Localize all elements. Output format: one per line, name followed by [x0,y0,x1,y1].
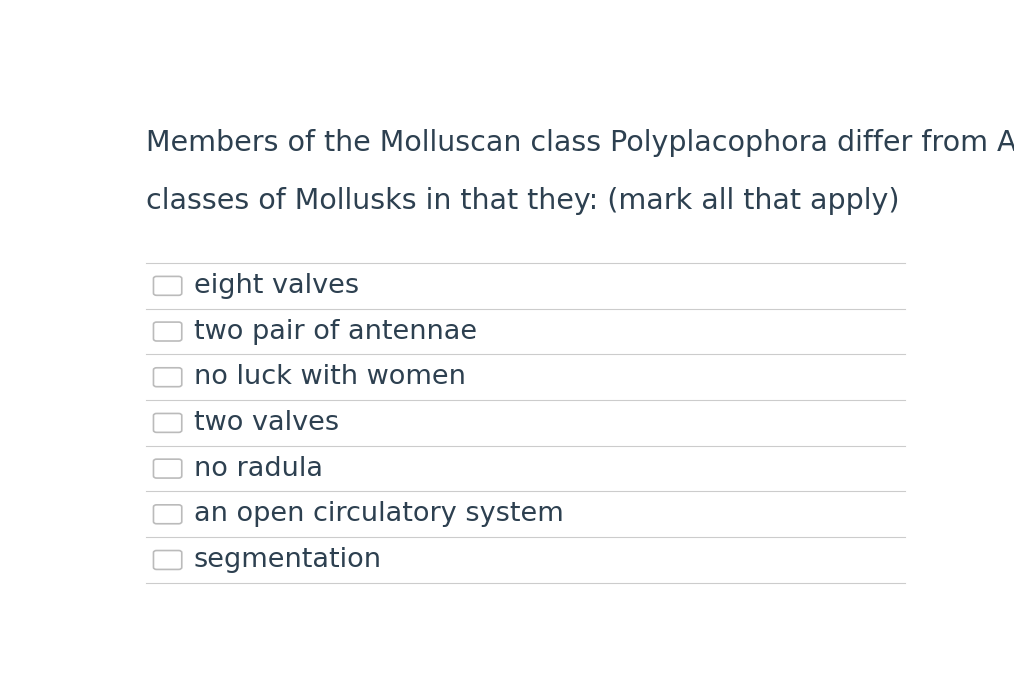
FancyBboxPatch shape [153,413,182,432]
FancyBboxPatch shape [153,550,182,569]
Text: two valves: two valves [194,410,339,436]
Text: an open circulatory system: an open circulatory system [194,501,564,527]
Text: no luck with women: no luck with women [194,364,465,390]
Text: Members of the Molluscan class Polyplacophora differ from ALL other: Members of the Molluscan class Polyplaco… [146,129,1014,157]
Text: two pair of antennae: two pair of antennae [194,318,477,344]
FancyBboxPatch shape [153,276,182,295]
Text: no radula: no radula [194,456,322,481]
Text: classes of Mollusks in that they: (mark all that apply): classes of Mollusks in that they: (mark … [146,187,899,215]
Text: segmentation: segmentation [194,547,381,573]
FancyBboxPatch shape [153,322,182,341]
Text: eight valves: eight valves [194,273,359,299]
FancyBboxPatch shape [153,459,182,478]
FancyBboxPatch shape [153,505,182,524]
FancyBboxPatch shape [153,368,182,387]
